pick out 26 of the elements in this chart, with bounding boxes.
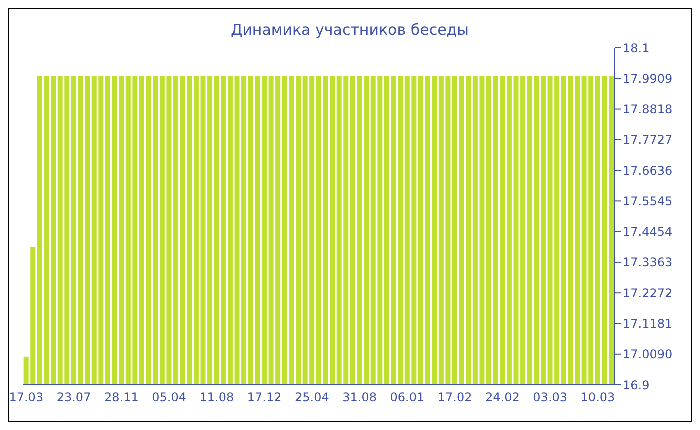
- x-tick-label: 28.11: [104, 390, 139, 405]
- x-tick-label: 11.08: [200, 390, 234, 405]
- x-tick-label: 17.03: [9, 390, 44, 405]
- y-tick-label: 17.7727: [623, 133, 673, 148]
- y-tick-label: 17.6636: [623, 164, 673, 178]
- x-tick-label: 24.02: [486, 390, 520, 405]
- y-tick-label: 17.8818: [623, 102, 673, 117]
- x-tick-label: 03.03: [533, 390, 568, 405]
- y-tick-label: 17.9909: [623, 72, 673, 86]
- x-tick-label: 17.12: [247, 390, 282, 405]
- x-tick-label: 10.03: [580, 390, 616, 405]
- y-tick-label: 17.2272: [623, 286, 673, 300]
- y-tick-label: 16.9: [623, 378, 650, 392]
- x-tick-label: 05.04: [152, 390, 186, 405]
- x-tick-label: 23.07: [56, 390, 92, 405]
- y-tick-label: 17.1181: [623, 317, 673, 332]
- x-tick-label: 06.01: [390, 390, 425, 405]
- x-tick-label: 17.02: [438, 390, 472, 405]
- y-tick-label: 17.4454: [623, 225, 673, 240]
- y-tick-label: 18.1: [623, 41, 650, 56]
- x-tick-label: 25.04: [295, 390, 330, 405]
- y-tick-label: 17.3363: [623, 256, 673, 270]
- y-tick-label: 17.5545: [623, 194, 673, 208]
- x-tick-label: 31.08: [342, 390, 378, 405]
- y-tick-label: 17.0090: [623, 348, 673, 362]
- chart-title: Динамика участников беседы: [230, 20, 470, 41]
